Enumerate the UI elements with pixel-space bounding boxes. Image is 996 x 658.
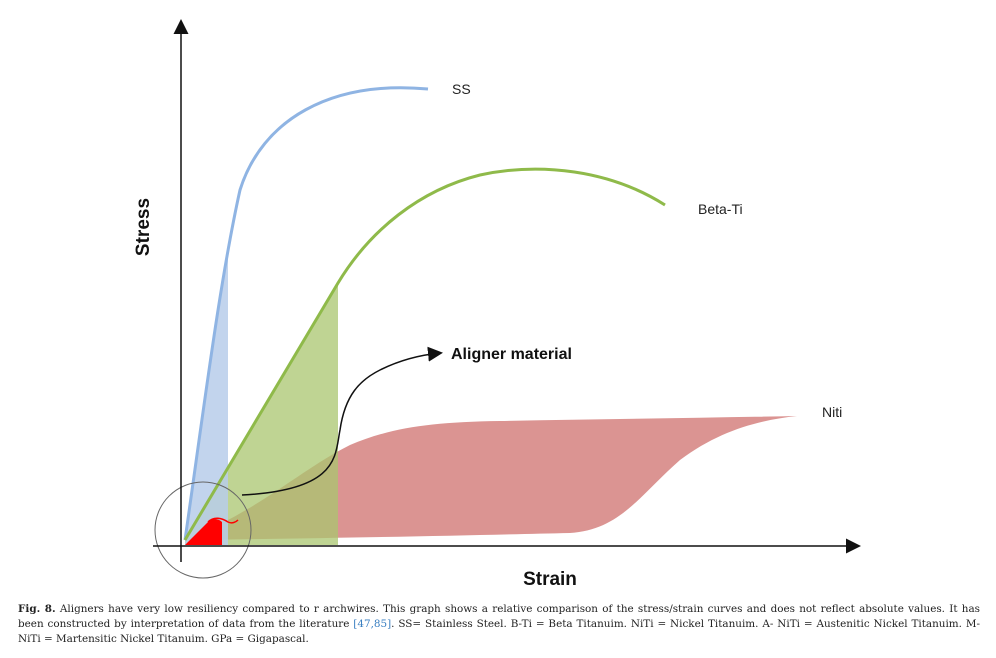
caption-text: Aligners have very low resiliency compar… (18, 603, 981, 630)
annotation-connector (241, 346, 443, 496)
caption-text-continued: . SS= Stainless Steel. B-Ti = Beta Titan… (18, 618, 980, 645)
origin-highlight-circle (154, 481, 252, 579)
figure-caption: Fig. 8. Aligners have very low resilienc… (18, 602, 980, 647)
figure-label: Fig. 8. (18, 603, 56, 615)
niti-label: Niti (822, 404, 842, 420)
aligner-material-region (185, 519, 222, 545)
x-axis-title: Strain (523, 569, 577, 590)
beta-ti-label: Beta-Ti (698, 201, 743, 217)
beta-ti-curve (183, 167, 666, 541)
reference-link[interactable]: [47,85] (353, 618, 392, 630)
stress-strain-diagram: SS Beta-Ti Niti Aligner material Strain … (133, 19, 861, 590)
aligner-material-label: Aligner material (451, 346, 572, 363)
ss-curve (183, 86, 429, 541)
aligner-material-curve (207, 517, 239, 524)
y-axis-title: Stress (133, 198, 154, 256)
ss-label: SS (452, 81, 471, 97)
